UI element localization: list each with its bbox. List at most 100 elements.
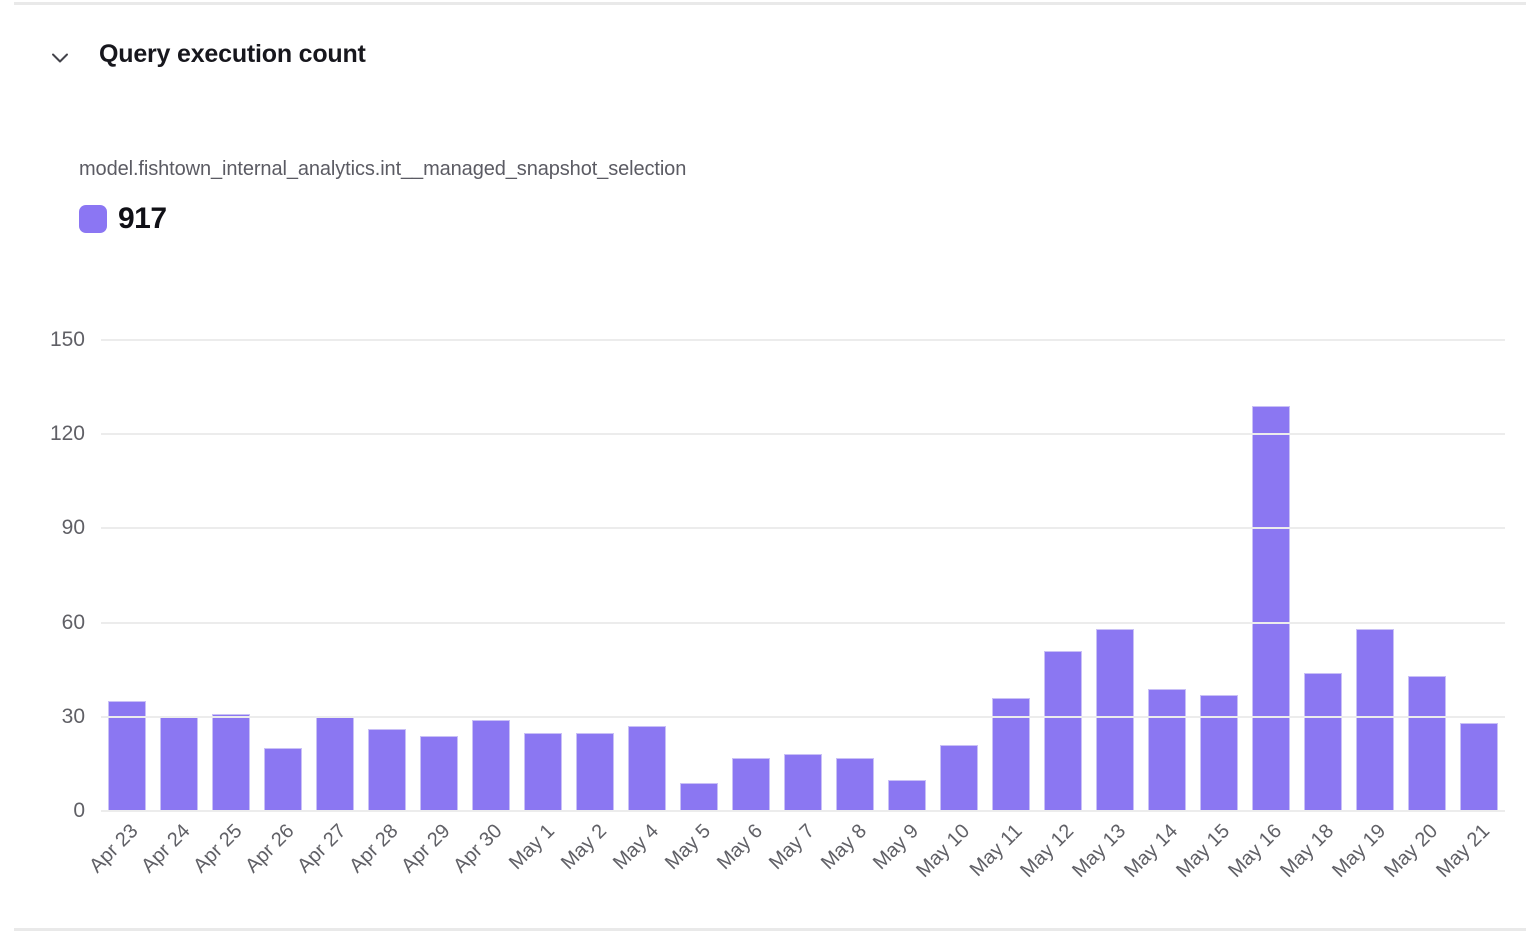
chevron-down-icon [51, 52, 69, 64]
bar[interactable] [264, 748, 302, 811]
x-axis-label: May 8 [816, 820, 871, 875]
bar[interactable] [524, 732, 562, 811]
bar-slot: Apr 23 [85, 340, 153, 877]
bar[interactable] [1200, 694, 1238, 811]
bars-row: Apr 23 Apr 24 Apr 25 Apr 26 Apr 27 Apr 28 Apr … [85, 340, 1505, 882]
bar-slot: Apr 25 [189, 340, 257, 877]
bar-slot: Apr 24 [137, 340, 205, 877]
bar[interactable] [888, 779, 926, 811]
bar-slot: Apr 30 [449, 340, 517, 877]
bar[interactable] [836, 757, 874, 811]
bar-slot: May 6 [712, 340, 777, 874]
legend-item[interactable]: 917 [79, 202, 167, 236]
x-axis-label: May 11 [965, 820, 1027, 881]
bar-slot: May 7 [764, 340, 829, 874]
x-axis-label: May 6 [712, 820, 767, 875]
bar[interactable] [576, 732, 614, 811]
x-axis-label: Apr 27 [293, 820, 351, 878]
x-axis-label: May 15 [1172, 820, 1235, 882]
bar[interactable] [108, 701, 146, 811]
x-axis-label: May 4 [608, 820, 663, 875]
bar-slot: Apr 27 [293, 340, 361, 877]
bar[interactable] [472, 719, 510, 811]
bar-slot: Apr 26 [241, 340, 309, 877]
gridline [101, 433, 1505, 436]
x-axis-label: Apr 30 [449, 820, 507, 878]
bar-slot: Apr 28 [345, 340, 413, 877]
bar-slot: May 15 [1173, 340, 1245, 882]
bar[interactable] [1148, 688, 1186, 811]
x-axis-label: May 13 [1068, 820, 1131, 882]
bar[interactable] [732, 757, 770, 811]
bar-slot: May 13 [1069, 340, 1141, 882]
bar[interactable] [316, 716, 354, 811]
bar[interactable] [1356, 628, 1394, 811]
series-name: model.fishtown_internal_analytics.int__m… [79, 158, 687, 180]
bar-slot: May 8 [816, 340, 881, 874]
legend-swatch [79, 205, 107, 233]
y-tick-label: 30 [61, 704, 85, 728]
x-axis-label: May 18 [1276, 820, 1339, 882]
bar[interactable] [940, 745, 978, 811]
x-axis-label: May 19 [1328, 820, 1391, 882]
gridline [101, 339, 1505, 341]
bar[interactable] [680, 782, 718, 811]
bar-slot: Apr 29 [397, 340, 465, 877]
bar[interactable] [420, 735, 458, 811]
x-axis-label: May 20 [1380, 820, 1443, 882]
y-tick-label: 150 [49, 328, 85, 351]
x-axis-label: May 5 [660, 820, 715, 875]
legend-total: 917 [118, 202, 167, 235]
bar[interactable] [784, 754, 822, 811]
bar-slot: May 16 [1225, 340, 1297, 882]
bar-slot: May 21 [1433, 340, 1505, 882]
x-axis-label: Apr 25 [189, 820, 247, 878]
bar[interactable] [160, 716, 198, 811]
x-axis-label: May 2 [556, 820, 611, 875]
x-axis-label: Apr 26 [241, 820, 299, 878]
x-axis-label: Apr 23 [85, 820, 143, 878]
bar[interactable] [1096, 628, 1134, 811]
bar[interactable] [368, 729, 406, 811]
bar-slot: May 2 [556, 340, 621, 874]
gridline [101, 621, 1505, 624]
x-axis-label: May 7 [764, 820, 819, 875]
bar[interactable] [1044, 650, 1082, 811]
bar-slot: May 12 [1017, 340, 1089, 882]
bar-slot: May 4 [608, 340, 673, 874]
plot-area: Apr 23 Apr 24 Apr 25 Apr 26 Apr 27 Apr 28 Apr … [50, 328, 1505, 882]
x-axis-label: May 12 [1016, 820, 1079, 882]
gridline [101, 715, 1505, 718]
bar[interactable] [1304, 672, 1342, 811]
bar[interactable] [1252, 405, 1290, 811]
top-divider [14, 2, 1526, 5]
bar-slot: May 5 [660, 340, 725, 874]
y-tick-label: 60 [61, 610, 85, 634]
bar[interactable] [628, 726, 666, 811]
x-axis-label: May 16 [1224, 820, 1287, 882]
bar[interactable] [212, 713, 250, 811]
chart-title: Query execution count [99, 40, 366, 68]
bar-slot: May 10 [913, 340, 985, 882]
x-axis-label: Apr 24 [137, 820, 195, 878]
gridline [101, 810, 1505, 812]
bar-slot: May 20 [1381, 340, 1453, 882]
y-tick-label: 120 [49, 422, 85, 446]
collapse-toggle-button[interactable] [46, 44, 74, 72]
bar-slot: May 14 [1121, 340, 1193, 882]
bottom-divider [14, 928, 1526, 931]
bar-slot: May 18 [1277, 340, 1349, 882]
y-tick-label: 90 [61, 516, 85, 540]
x-axis-label: May 21 [1432, 820, 1495, 882]
bar-slot: May 9 [868, 340, 933, 874]
y-tick-label: 0 [73, 799, 85, 822]
bar[interactable] [1460, 723, 1498, 811]
x-axis-label: Apr 28 [345, 820, 403, 878]
x-axis-label: May 1 [504, 820, 559, 875]
gridline [101, 527, 1505, 530]
bar-slot: May 19 [1329, 340, 1401, 882]
bar-slot: May 11 [966, 340, 1037, 881]
x-axis-label: May 10 [912, 820, 975, 882]
bar-slot: May 1 [504, 340, 569, 874]
bar[interactable] [1408, 675, 1446, 811]
